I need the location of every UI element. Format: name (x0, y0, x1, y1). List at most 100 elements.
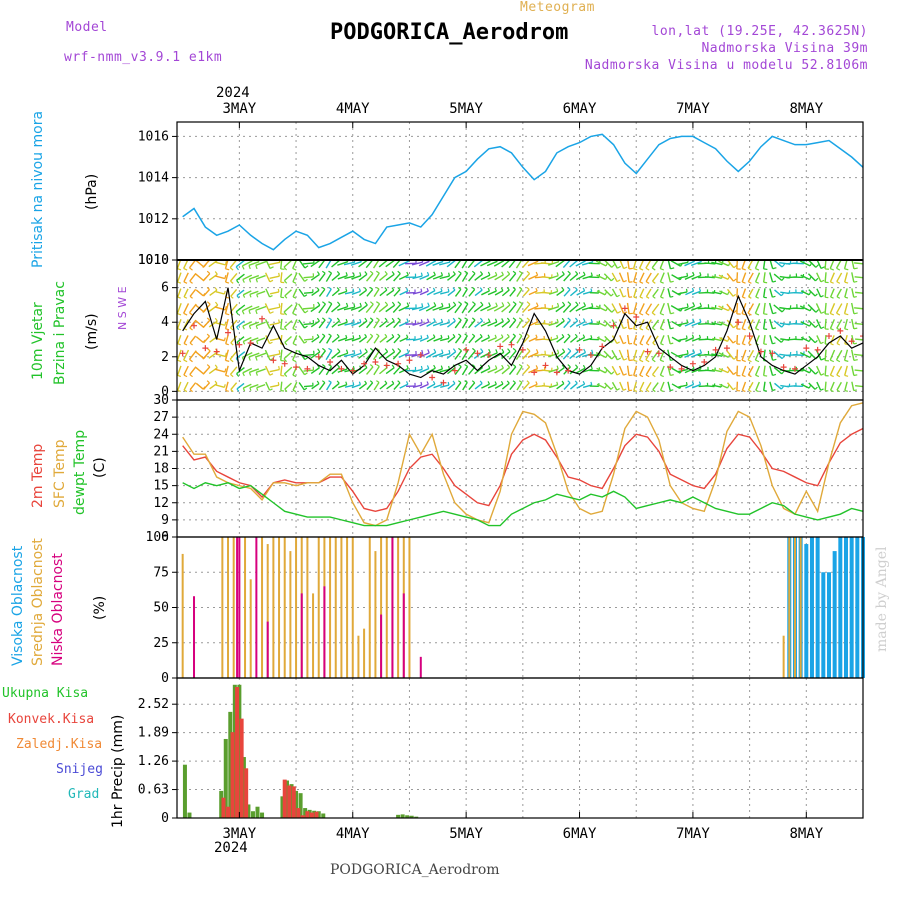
wind-barb-flag (369, 333, 374, 337)
wind-barb-flag (652, 342, 656, 346)
cloud-bar-cloud_low (238, 537, 241, 678)
wind-barb (685, 383, 694, 389)
wind-barb (284, 335, 292, 344)
wind-barb-flag (556, 272, 559, 276)
wind-barb (189, 382, 197, 391)
wind-barb-flag (322, 257, 325, 259)
wind-barb (501, 273, 511, 282)
wind-barb (618, 319, 625, 329)
wind-barb (183, 349, 190, 361)
wind-barb-flag (406, 348, 410, 353)
wind-barb (563, 319, 571, 329)
wind-barb (712, 384, 722, 388)
wind-barb-flag (616, 372, 621, 376)
wind-barb (542, 291, 552, 295)
wind-barb-flag (464, 380, 468, 383)
wind-barb-flag (353, 303, 356, 308)
wind-barb (202, 273, 211, 282)
wind-barb (236, 336, 245, 343)
wind-barb (468, 382, 476, 391)
wind-barb-flag (384, 287, 388, 291)
day-label-top: 3MAY (223, 101, 257, 117)
wind-barb (736, 349, 739, 361)
y-tick-label: 12 (153, 496, 169, 511)
wind-barb-flag (321, 286, 326, 290)
wind-gust-marker (701, 358, 708, 365)
wind-barb (183, 288, 189, 298)
wind-barb (284, 382, 292, 390)
y-tick-label: 2.52 (138, 697, 169, 712)
wind-barb (691, 368, 702, 374)
wind-barb (283, 366, 293, 375)
wind-barb-flag (692, 349, 696, 354)
wind-barb (611, 303, 618, 314)
wind-barb (326, 288, 332, 298)
wind-barb-flag (639, 389, 644, 393)
wind-barb-flag (269, 311, 274, 314)
wind-barb (195, 260, 205, 268)
precip-bar-precip_total (405, 815, 410, 818)
wind-barb (474, 273, 483, 281)
wind-barb-flag (733, 325, 737, 329)
wind-barb (829, 365, 835, 376)
wind-barb (195, 336, 204, 343)
wind-barb-flag (328, 270, 332, 274)
wind-barb (522, 289, 530, 297)
wind-barb (412, 384, 422, 388)
precip-bar-precip_total (237, 684, 242, 818)
wind-barb (337, 352, 348, 358)
wind-barb-flag (633, 359, 638, 362)
wind-barb-flag (628, 359, 633, 362)
wind-barb (242, 352, 253, 359)
footer-station: PODGORICA_Aerodrom (330, 862, 500, 878)
wind-barb (712, 291, 722, 295)
wind-barb-flag (214, 301, 219, 306)
wind-barb-flag (448, 365, 451, 370)
wind-barb (548, 321, 559, 327)
wind-barb-flag (242, 387, 246, 392)
wind-barb (829, 349, 836, 361)
wind-barb-flag (639, 343, 644, 346)
precip-bar-precip_total (312, 810, 317, 818)
wind-barb-flag (591, 303, 594, 308)
wind-barb (280, 349, 283, 361)
wind-barb-flag (590, 365, 593, 370)
wind-barb-flag (567, 364, 571, 368)
wind-barb-flag (458, 301, 462, 305)
wind-barb (366, 335, 374, 344)
wind-barb (528, 274, 538, 280)
wind-barb-flag (633, 328, 638, 331)
wind-barb (439, 322, 450, 326)
wind-barb-flag (755, 359, 760, 363)
wind-barb-flag (337, 301, 341, 306)
wind-barb-flag (561, 348, 566, 353)
wind-barb (480, 260, 491, 267)
wind-barb-flag (836, 296, 841, 299)
wind-barb (851, 381, 855, 391)
wind-barb (659, 288, 665, 298)
wind-barb (432, 274, 443, 280)
wind-barb-flag (820, 341, 824, 345)
wind-barb-flag (284, 388, 288, 392)
wind-barb (541, 369, 552, 372)
wind-barb-flag (556, 288, 559, 292)
wind-barb-flag (623, 295, 627, 298)
wind-barb (379, 382, 388, 390)
wind-barb-flag (458, 364, 462, 368)
wind-gust-marker (531, 369, 538, 376)
cloud-bar-cloud_mid (272, 537, 275, 678)
wind-barb (461, 319, 469, 329)
precip-bar-precip_total (219, 790, 224, 818)
wind-barb-flag (755, 267, 760, 271)
wind-barb (493, 305, 505, 312)
wind-barb (426, 383, 436, 389)
wind-barb-flag (535, 349, 539, 354)
wind-barb-flag (610, 293, 614, 297)
wind-barb-flag (376, 257, 379, 259)
wind-barb (343, 353, 355, 357)
wind-barb (310, 304, 321, 313)
wind-barb (741, 349, 747, 361)
wind-barb (474, 336, 483, 343)
wind-barb-flag (376, 380, 380, 383)
wind-barb (208, 320, 218, 328)
